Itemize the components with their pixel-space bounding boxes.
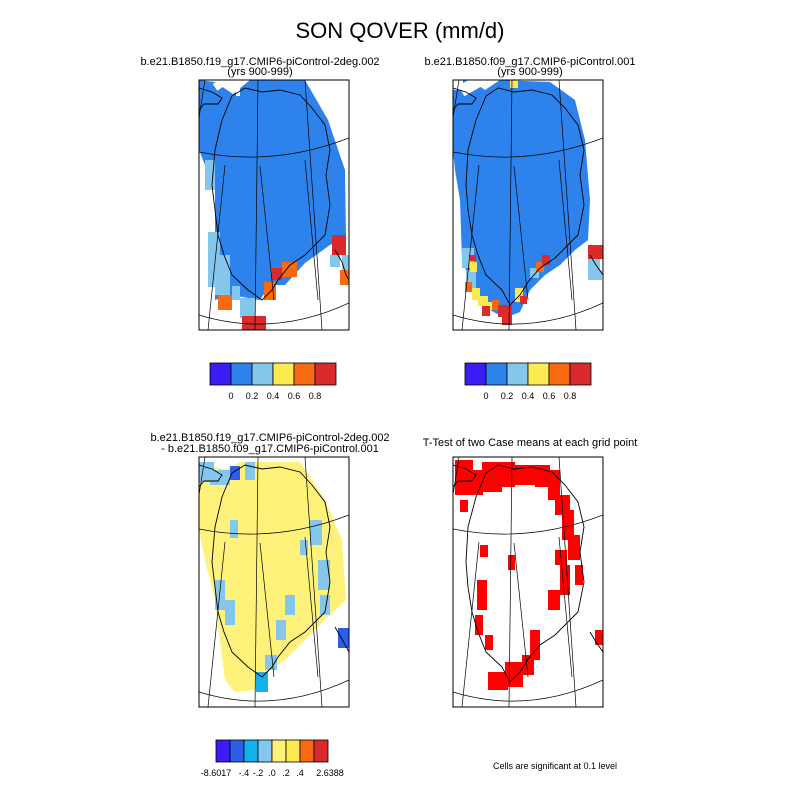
panel3-subtitle: - b.e21.B1850.f09_g17.CMIP6-piControl.00…	[161, 443, 379, 455]
panel2-colorbar-tick: 0.2	[501, 391, 514, 401]
panel2-colorbar-tick: 0.4	[522, 391, 535, 401]
panel2-subtitle: (yrs 900-999)	[497, 66, 563, 78]
panel1-coast	[199, 87, 349, 301]
panel3-colorbar-swatch	[285, 739, 301, 763]
main-title: SON QOVER (mm/d)	[295, 18, 505, 43]
panel1-colorbar-tick: 0.6	[288, 391, 301, 401]
panel3-colorbar-tick: -8.6017	[201, 768, 232, 778]
panel3-colorbar-swatch	[257, 739, 273, 763]
panel3-colorbar-tick: 2.6388	[316, 768, 344, 778]
panel2-colorbar-tick: 0	[483, 391, 488, 401]
panel1-white-notches	[212, 80, 240, 96]
panel3-colorbar-swatch	[313, 739, 329, 763]
panel3-map	[199, 457, 349, 707]
panel3-title: b.e21.B1850.f19_g17.CMIP6-piControl-2deg…	[150, 432, 390, 444]
panel3-colorbar-tick: .0	[268, 768, 276, 778]
panel3-gridlines	[199, 457, 349, 707]
panel2-colorbar-tick: 0.8	[564, 391, 577, 401]
panel1-colorbar-tick: 0.2	[246, 391, 259, 401]
panel2-colorbar-swatch	[506, 362, 529, 386]
panel3-colorbar-tick: -.2	[253, 768, 264, 778]
panel1-orange-cells	[218, 262, 349, 310]
panel3-colorbar-swatch	[271, 739, 287, 763]
panel3-colorbar-swatch	[299, 739, 315, 763]
panel2-colorbar-tick: 0.6	[543, 391, 556, 401]
panel2-fill	[453, 80, 590, 318]
panel2-sky-cells	[462, 248, 602, 288]
panel3-colorbar-tick: .4	[296, 768, 304, 778]
panel1-colorbar-tick: 0.4	[267, 391, 280, 401]
panel1-title: b.e21.B1850.f19_g17.CMIP6-piControl-2deg…	[140, 56, 380, 68]
panel2-map	[453, 80, 603, 330]
panel1-frame	[198, 79, 350, 331]
panel4-title: T-Test of two Case means at each grid po…	[422, 437, 638, 449]
panel1-colorbar-swatch	[314, 362, 337, 386]
panel3-colorbar-swatch	[215, 739, 231, 763]
panel1-colorbar-swatch	[230, 362, 253, 386]
panel3-colorbar-swatch	[229, 739, 245, 763]
panel1-sky-cells	[205, 160, 349, 318]
panel2-colorbar-swatch	[527, 362, 550, 386]
panel2-frame	[452, 79, 604, 331]
panel1-map	[199, 80, 349, 330]
panel1-colorbar-tick: 0	[228, 391, 233, 401]
panel3-frame	[198, 456, 350, 708]
panel3-cyan-cells	[256, 672, 268, 692]
panel3-colorbar	[215, 739, 329, 763]
panel2-red-cells	[470, 245, 603, 325]
panel4-significant-cells	[455, 460, 603, 690]
panel1-colorbar-swatch	[209, 362, 232, 386]
panel2-colorbar-swatch	[569, 362, 592, 386]
panel2-orange-cells	[465, 262, 544, 310]
panel1-colorbar-swatch	[272, 362, 295, 386]
panel4-gridlines	[453, 457, 603, 707]
significance-note: Cells are significant at 0.1 level	[492, 761, 618, 771]
panel1-colorbar-swatch	[251, 362, 274, 386]
panel1-fill	[199, 80, 346, 300]
panel2-title: b.e21.B1850.f09_g17.CMIP6-piControl.001	[424, 56, 636, 68]
panel1-colorbar	[209, 362, 337, 386]
panel1-gridlines	[199, 80, 349, 330]
panel2-colorbar-swatch	[548, 362, 571, 386]
panel2-gridlines	[453, 80, 603, 330]
panel3-colorbar-swatch	[243, 739, 259, 763]
panel3-colorbar-tick: .2	[282, 768, 290, 778]
panel1-colorbar-swatch	[293, 362, 316, 386]
panel2-colorbar-swatch	[485, 362, 508, 386]
panel2-coast	[453, 87, 603, 306]
panel1-colorbar-tick: 0.8	[309, 391, 322, 401]
panel4-frame	[452, 456, 604, 708]
panel2-colorbar	[464, 362, 592, 386]
panel3-coast	[199, 464, 349, 678]
panel4-coast	[453, 464, 603, 683]
panel4-map	[453, 457, 603, 707]
panel2-colorbar-swatch	[464, 362, 487, 386]
panel3-colorbar-tick: -.4	[239, 768, 250, 778]
panel3-blue-cells	[230, 466, 349, 648]
panel1-subtitle: (yrs 900-999)	[227, 66, 293, 78]
